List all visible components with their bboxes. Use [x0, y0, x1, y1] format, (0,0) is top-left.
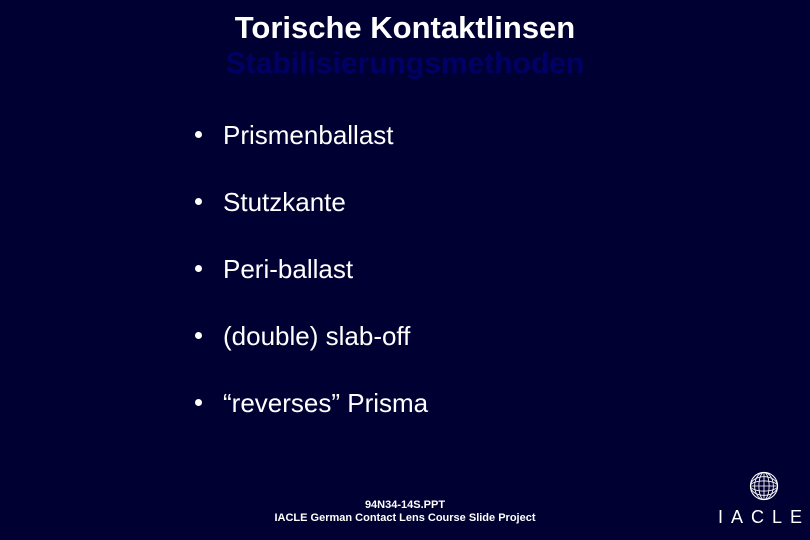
footer-line-2: IACLE German Contact Lens Course Slide P… — [0, 512, 810, 526]
bullet-text: “reverses” Prisma — [223, 388, 428, 418]
slide-title: Torische Kontaktlinsen — [0, 0, 810, 46]
bullet-text: Stutzkante — [223, 187, 346, 217]
bullet-text: Prismenballast — [223, 120, 394, 150]
bullet-dot-icon — [195, 198, 202, 205]
bullet-text: Peri-ballast — [223, 254, 353, 284]
iacle-text: IACLE — [718, 507, 810, 528]
bullet-dot-icon — [195, 399, 202, 406]
slide: Torische Kontaktlinsen Stabilisierungsme… — [0, 0, 810, 540]
bullet-text: (double) slab-off — [223, 321, 410, 351]
bullet-dot-icon — [195, 332, 202, 339]
list-item: Peri-ballast — [195, 254, 810, 285]
bullet-dot-icon — [195, 131, 202, 138]
list-item: Stutzkante — [195, 187, 810, 218]
slide-subtitle: Stabilisierungsmethoden — [0, 46, 810, 82]
list-item: (double) slab-off — [195, 321, 810, 352]
list-item: “reverses” Prisma — [195, 388, 810, 419]
footer-line-1: 94N34-14S.PPT — [0, 499, 810, 513]
globe-icon — [747, 469, 781, 503]
bullet-dot-icon — [195, 265, 202, 272]
list-item: Prismenballast — [195, 120, 810, 151]
slide-footer: 94N34-14S.PPT IACLE German Contact Lens … — [0, 499, 810, 527]
bullet-list: Prismenballast Stutzkante Peri-ballast (… — [195, 120, 810, 419]
iacle-logo-block: IACLE — [718, 469, 810, 528]
